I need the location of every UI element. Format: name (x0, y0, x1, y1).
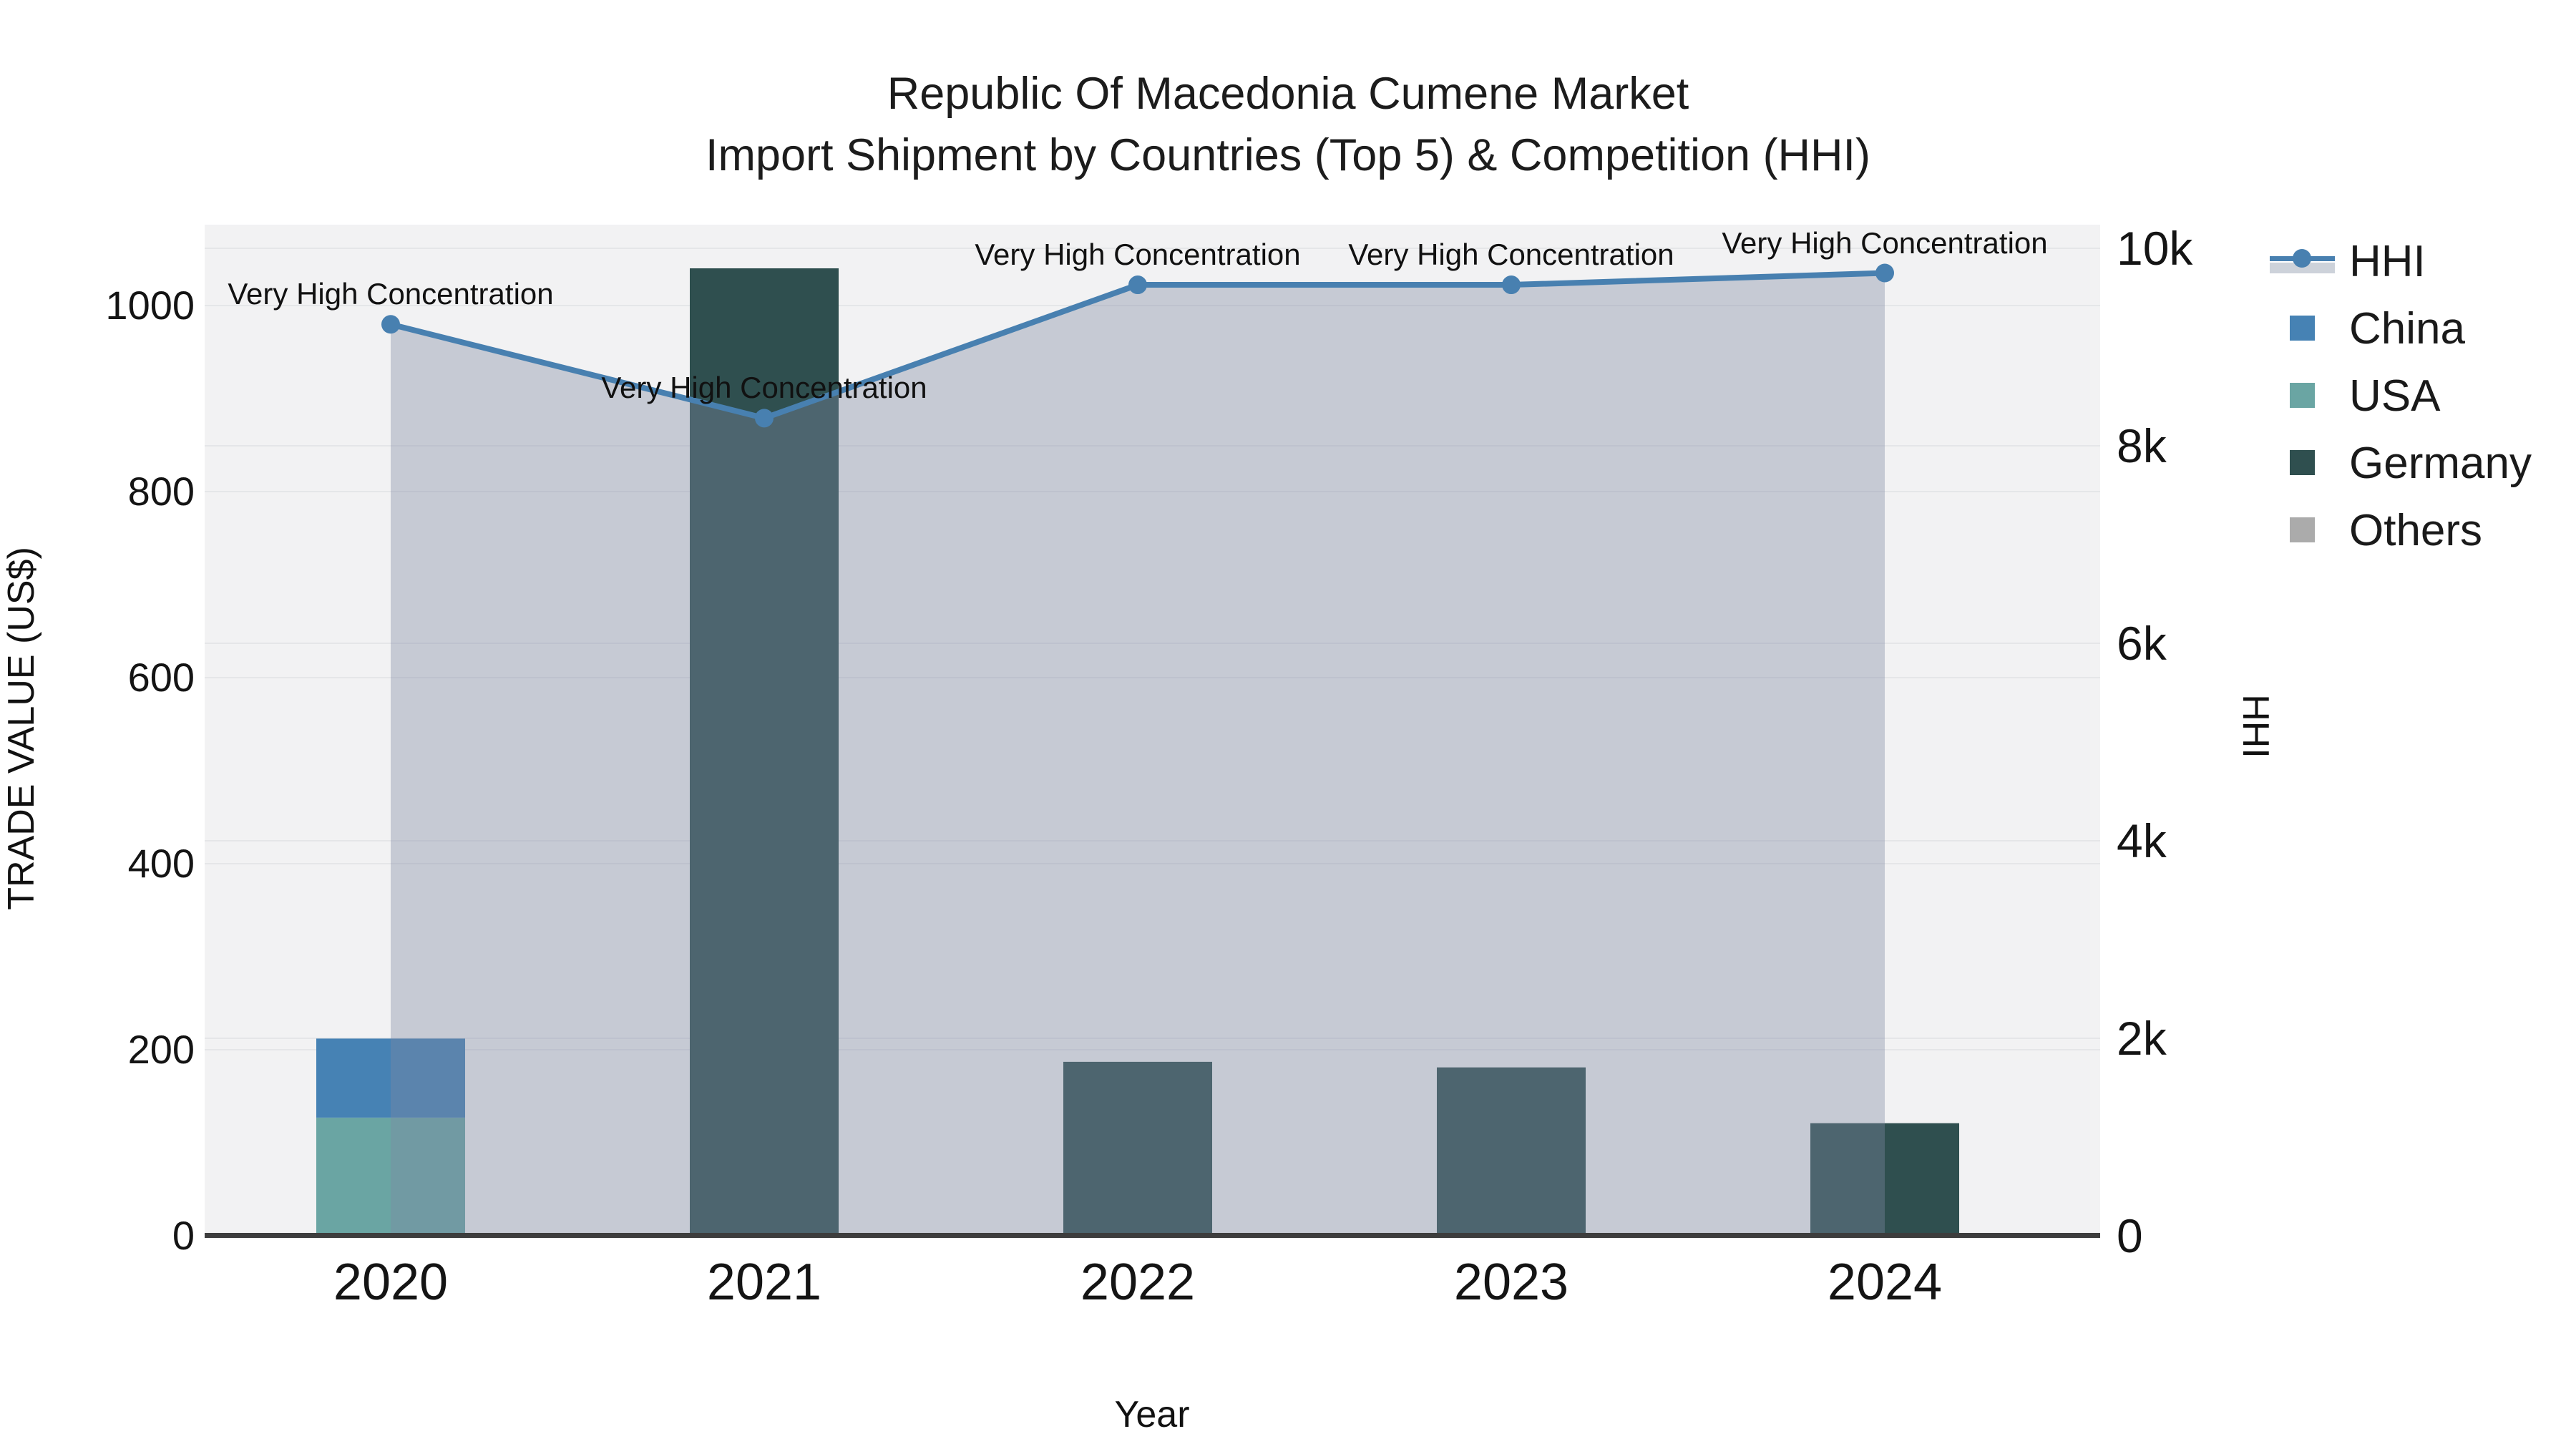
hhi-marker-2022[interactable] (1128, 275, 1147, 295)
y-left-tick-200: 200 (127, 1027, 195, 1072)
chart-title-line2: Import Shipment by Countries (Top 5) & C… (705, 130, 1871, 180)
bar-segment-usa-2020[interactable] (316, 1117, 465, 1236)
legend-color-square-icon (2290, 517, 2315, 542)
legend-label: Germany (2349, 438, 2532, 488)
legend-square-swatch-icon (2270, 514, 2335, 546)
annotation-2024: Very High Concentration (1722, 225, 2048, 260)
x-tick-2020: 2020 (333, 1254, 449, 1311)
y-left-tick-600: 600 (127, 655, 195, 700)
legend-item-others[interactable]: Others (2270, 497, 2532, 564)
x-tick-2023: 2023 (1453, 1254, 1569, 1311)
legend-marker-dot-icon (2293, 249, 2311, 268)
bar-segment-germany-2024[interactable] (1810, 1123, 1959, 1236)
hhi-area-fill (391, 273, 1885, 1236)
legend-label: HHI (2349, 236, 2426, 286)
legend-label: USA (2349, 371, 2441, 421)
legend-square-swatch-icon (2270, 447, 2335, 479)
y-left-tick-0: 0 (172, 1213, 195, 1258)
x-axis-line (205, 1233, 2100, 1238)
annotation-2022: Very High Concentration (975, 238, 1301, 272)
legend-color-square-icon (2290, 383, 2315, 408)
y-right-tick-6k: 6k (2117, 617, 2167, 670)
bar-segment-germany-2023[interactable] (1437, 1067, 1586, 1236)
hhi-marker-2024[interactable] (1875, 263, 1894, 283)
legend-area-fill-icon (2270, 263, 2335, 273)
legend-color-square-icon (2290, 316, 2315, 341)
x-tick-2021: 2021 (706, 1254, 822, 1311)
annotation-2021: Very High Concentration (601, 371, 927, 405)
bar-segment-germany-2021[interactable] (690, 268, 839, 1236)
legend-color-square-icon (2290, 450, 2315, 475)
y-left-tick-400: 400 (127, 841, 195, 886)
legend-item-hhi[interactable]: HHI (2270, 228, 2532, 295)
annotation-2020: Very High Concentration (228, 277, 554, 311)
bar-segment-china-2020[interactable] (316, 1038, 465, 1118)
y-right-tick-0: 0 (2117, 1209, 2143, 1262)
y-right-tick-8k: 8k (2117, 419, 2167, 472)
legend-square-swatch-icon (2270, 380, 2335, 411)
chart-title: Republic Of Macedonia Cumene Market Impo… (0, 63, 2576, 186)
y-right-tick-10k: 10k (2117, 222, 2193, 275)
hhi-marker-2020[interactable] (381, 315, 400, 334)
annotation-2023: Very High Concentration (1348, 238, 1674, 272)
y-right-tick-2k: 2k (2117, 1012, 2167, 1065)
x-tick-2024: 2024 (1827, 1254, 1943, 1311)
bar-segment-germany-2022[interactable] (1063, 1061, 1212, 1236)
y-left-tick-1000: 1000 (105, 283, 195, 328)
chart-title-line1: Republic Of Macedonia Cumene Market (887, 69, 1689, 119)
y-right-tick-4k: 4k (2117, 814, 2167, 867)
legend-item-usa[interactable]: USA (2270, 362, 2532, 429)
x-tick-2022: 2022 (1080, 1254, 1196, 1311)
legend-label: Others (2349, 505, 2483, 555)
legend-item-germany[interactable]: Germany (2270, 429, 2532, 497)
legend-label: China (2349, 303, 2465, 353)
legend-square-swatch-icon (2270, 313, 2335, 344)
legend: HHI China USA Germany Others (2270, 228, 2532, 564)
y-left-tick-800: 800 (127, 469, 195, 514)
legend-line-swatch-icon (2270, 245, 2335, 277)
x-axis-title: Year (1114, 1394, 1190, 1435)
hhi-marker-2021[interactable] (755, 409, 774, 428)
hhi-marker-2023[interactable] (1502, 275, 1521, 295)
legend-item-china[interactable]: China (2270, 295, 2532, 362)
